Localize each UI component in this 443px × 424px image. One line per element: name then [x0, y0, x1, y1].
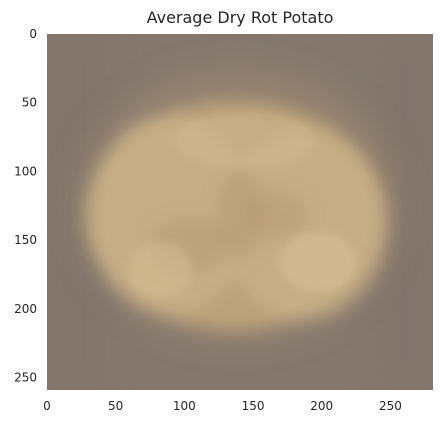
x-tick-label: 250 [379, 399, 402, 413]
x-tick-label: 150 [242, 399, 265, 413]
x-axis: 0 50 100 150 200 250 [43, 399, 402, 413]
y-tick-label: 250 [14, 371, 37, 385]
average-potato-image [47, 34, 433, 390]
x-tick-label: 200 [310, 399, 333, 413]
y-tick-label: 100 [14, 164, 37, 178]
x-tick-label: 0 [43, 399, 51, 413]
y-tick-label: 50 [22, 96, 37, 110]
plot-title: Average Dry Rot Potato [147, 8, 334, 27]
y-tick-label: 150 [14, 233, 37, 247]
y-tick-label: 200 [14, 302, 37, 316]
x-tick-label: 50 [108, 399, 123, 413]
x-tick-label: 100 [173, 399, 196, 413]
y-axis: 0 50 100 150 200 250 [14, 27, 37, 385]
y-tick-label: 0 [29, 27, 37, 41]
